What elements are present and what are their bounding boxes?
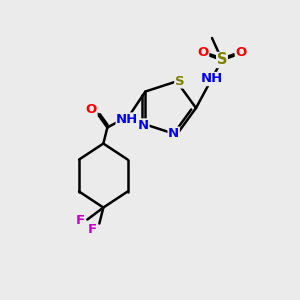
Text: NH: NH: [116, 113, 139, 126]
Text: F: F: [88, 223, 97, 236]
Text: F: F: [76, 214, 85, 227]
Text: S: S: [175, 75, 184, 88]
Text: N: N: [168, 127, 179, 140]
Text: NH: NH: [201, 73, 223, 85]
Text: O: O: [197, 46, 208, 59]
Text: O: O: [236, 46, 247, 59]
Text: O: O: [86, 103, 97, 116]
Text: S: S: [217, 52, 227, 68]
Text: N: N: [138, 119, 149, 132]
